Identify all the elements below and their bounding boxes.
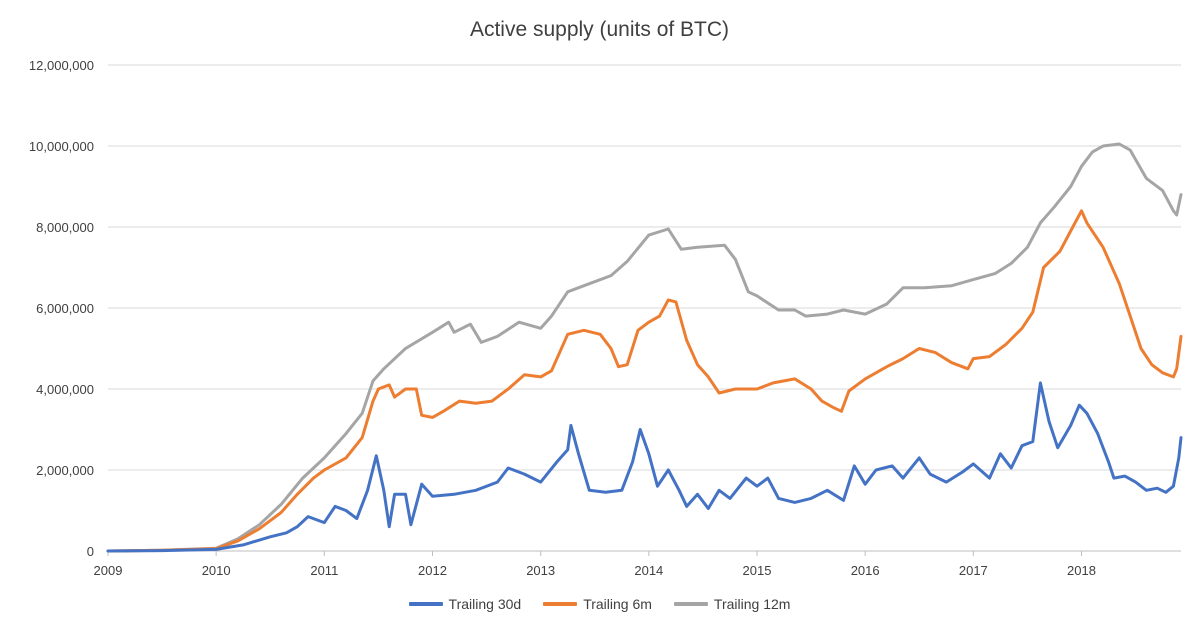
series-line-trailing-30d	[106, 381, 1183, 553]
y-tick-label: 0	[87, 544, 94, 559]
x-tick-label: 2013	[526, 563, 555, 578]
legend-item: Trailing 30d	[408, 596, 522, 612]
legend-swatch	[543, 602, 578, 606]
series-line-trailing-6m	[106, 209, 1183, 553]
legend-swatch	[408, 602, 443, 606]
y-tick-label: 12,000,000	[29, 58, 94, 73]
series-line-trailing-12m	[106, 142, 1183, 553]
x-tick-label: 2014	[634, 563, 663, 578]
legend-swatch	[673, 602, 708, 606]
legend-item: Trailing 12m	[673, 596, 791, 612]
x-tick-label: 2010	[202, 563, 231, 578]
legend: Trailing 30d Trailing 6m Trailing 12m	[0, 596, 1199, 612]
legend-label: Trailing 6m	[583, 596, 652, 612]
x-tick-label: 2011	[310, 563, 338, 578]
y-tick-label: 4,000,000	[36, 382, 94, 397]
legend-label: Trailing 30d	[448, 596, 522, 612]
x-tick-label: 2012	[418, 563, 447, 578]
x-tick-label: 2015	[743, 563, 772, 578]
x-tick-label: 2016	[851, 563, 880, 578]
legend-label: Trailing 12m	[713, 596, 791, 612]
x-tick-label: 2009	[94, 563, 123, 578]
legend-item: Trailing 6m	[543, 596, 652, 612]
y-tick-label: 8,000,000	[36, 220, 94, 235]
y-tick-label: 6,000,000	[36, 301, 94, 316]
chart-title: Active supply (units of BTC)	[469, 18, 730, 41]
x-tick-label: 2017	[959, 563, 988, 578]
y-tick-label: 10,000,000	[29, 139, 94, 154]
y-tick-label: 2,000,000	[36, 463, 94, 478]
x-tick-label: 2018	[1067, 563, 1096, 578]
